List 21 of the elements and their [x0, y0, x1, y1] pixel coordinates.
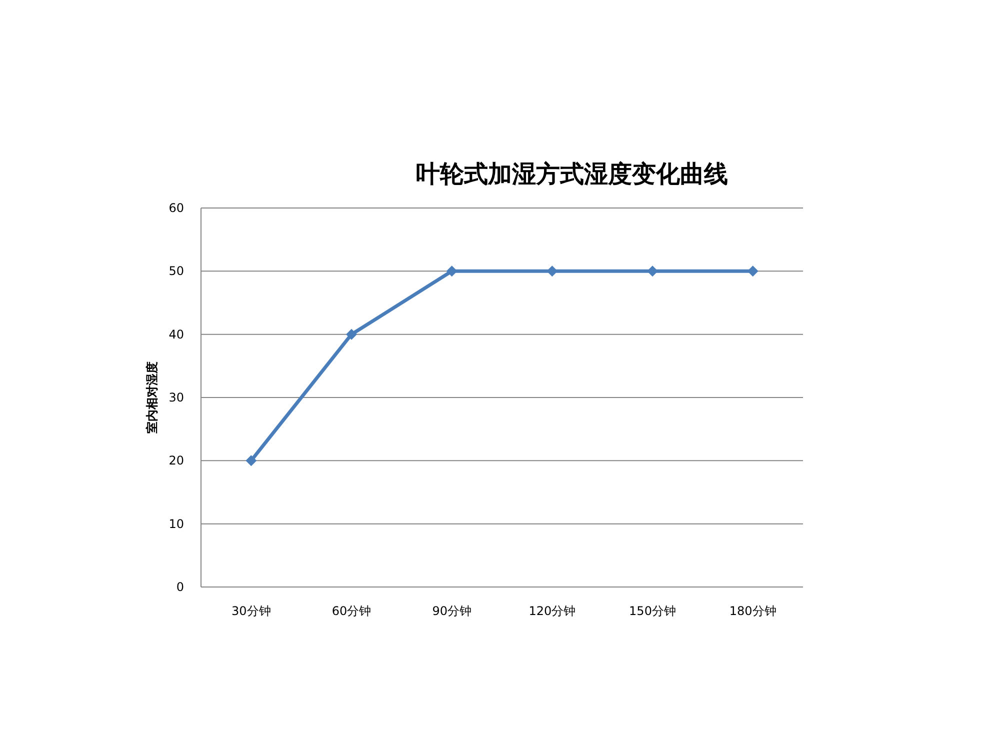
y-tick-label: 20 — [168, 454, 184, 468]
point — [246, 455, 257, 466]
point — [446, 266, 458, 277]
point — [747, 266, 758, 277]
x-tick-label: 150分钟 — [629, 604, 676, 618]
x-tick-label: 180分钟 — [729, 604, 776, 618]
x-tick-label: 60分钟 — [332, 604, 372, 618]
point — [546, 266, 558, 277]
y-tick-label: 10 — [168, 516, 184, 531]
y-tick-label: 30 — [168, 390, 184, 404]
point — [647, 266, 658, 277]
y-tick-label: 0 — [176, 580, 184, 594]
y-tick-label: 60 — [168, 201, 184, 215]
chart-title: 叶轮式加湿方式湿度变化曲线 — [416, 159, 728, 188]
y-tick-label: 40 — [168, 327, 184, 342]
x-tick-label: 30分钟 — [232, 604, 271, 618]
y-axis-title: 室内相对湿度 — [145, 362, 159, 434]
x-tick-label: 90分钟 — [432, 604, 472, 618]
y-tick-label: 50 — [168, 264, 184, 278]
point — [346, 328, 357, 340]
x-tick-label: 120分钟 — [528, 604, 576, 618]
